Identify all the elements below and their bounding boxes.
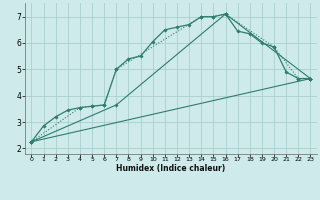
X-axis label: Humidex (Indice chaleur): Humidex (Indice chaleur) xyxy=(116,164,226,173)
